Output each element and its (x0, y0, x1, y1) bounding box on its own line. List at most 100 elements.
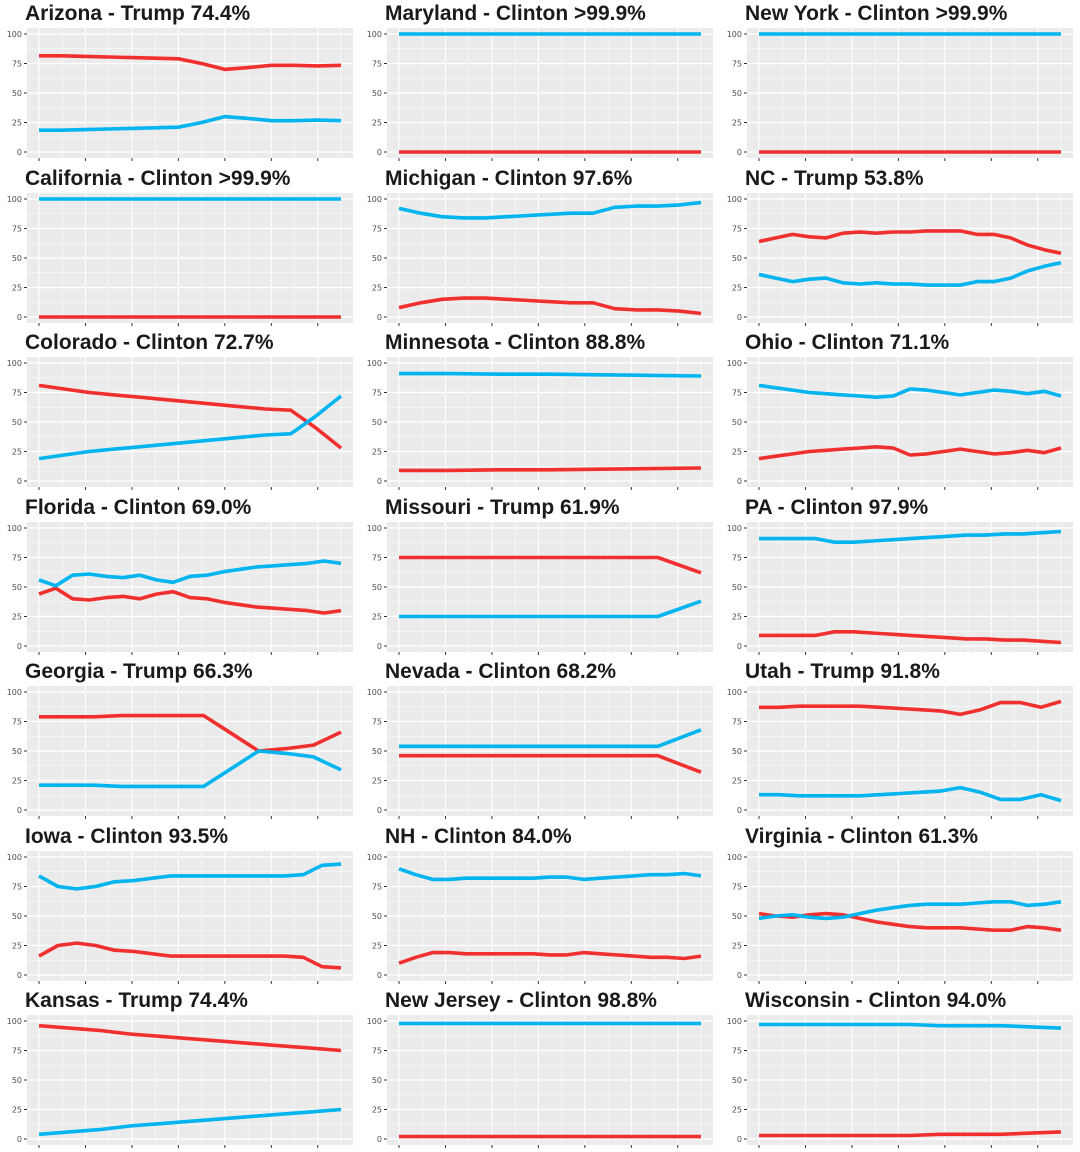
clinton-series-line (38, 558, 342, 588)
clinton-series-line (758, 260, 1062, 287)
clinton-series-line (38, 1107, 342, 1137)
clinton-series-line (39, 749, 342, 789)
chart-panel: California - Clinton >99.9% 0 25 50 75 100 (0, 165, 360, 329)
y-tick-label: 0 (737, 477, 742, 486)
y-tick-label: 25 (372, 1106, 382, 1115)
y-tick-label: 75 (372, 389, 382, 398)
y-tick-label: 100 (367, 195, 382, 204)
chart-plot: 0 25 50 75 100 (367, 1015, 713, 1148)
y-tick-label: 0 (377, 806, 382, 815)
y-tick-label: 75 (12, 389, 22, 398)
chart-panel: Ohio - Clinton 71.1% 0 25 50 75 100 (720, 329, 1080, 493)
trump-series-line (758, 228, 1062, 255)
y-tick-label: 0 (17, 1135, 22, 1144)
y-tick-label: 75 (732, 60, 742, 69)
chart-plot: 0 25 50 75 100 (727, 521, 1073, 655)
y-tick-label: 25 (732, 119, 742, 128)
y-tick-label: 100 (727, 359, 742, 368)
chart-plot: 0 25 50 75 100 (367, 357, 713, 490)
clinton-series-line (758, 899, 1062, 920)
chart-title: Wisconsin - Clinton 94.0% (745, 989, 1007, 1012)
y-tick-label: 100 (367, 853, 382, 862)
y-tick-label: 25 (732, 448, 742, 457)
chart-panel: Michigan - Clinton 97.6% 0 25 50 75 100 (360, 165, 720, 329)
y-tick-label: 75 (372, 1047, 382, 1056)
y-tick-label: 0 (17, 971, 22, 980)
trump-series-line (38, 383, 343, 450)
clinton-series-line (758, 383, 1062, 399)
clinton-series-line (398, 866, 702, 881)
chart-plot: 0 25 50 75 100 (367, 686, 713, 819)
y-tick-label: 0 (737, 642, 742, 651)
y-tick-label: 0 (737, 1135, 742, 1144)
y-tick-label: 75 (732, 1047, 742, 1056)
y-tick-label: 100 (7, 1017, 22, 1026)
y-tick-label: 50 (372, 254, 382, 263)
y-tick-label: 25 (732, 941, 742, 950)
chart-plot: 0 25 50 75 100 (727, 357, 1073, 490)
y-tick-label: 25 (372, 941, 382, 950)
y-tick-label: 50 (372, 912, 382, 921)
chart-panel: Kansas - Trump 74.4% 0 25 50 75 100 (0, 987, 360, 1151)
y-tick-label: 75 (732, 224, 742, 233)
trump-series-line (758, 445, 1062, 461)
y-tick-label: 0 (377, 1135, 382, 1144)
chart-title: Florida - Clinton 69.0% (25, 495, 252, 519)
chart-panel: Arizona - Trump 74.4% 0 25 50 75 100 (0, 0, 360, 164)
chart-title: New York - Clinton >99.9% (745, 2, 1008, 25)
clinton-series-line (398, 200, 702, 220)
clinton-series-line (399, 728, 702, 749)
chart-panel: Georgia - Trump 66.3% 0 25 50 75 100 (0, 658, 360, 822)
y-tick-label: 0 (737, 971, 742, 980)
chart-panel: Minnesota - Clinton 88.8% 0 25 50 75 100 (360, 329, 720, 493)
chart-title: Nevada - Clinton 68.2% (385, 660, 617, 683)
y-tick-label: 0 (17, 477, 22, 486)
y-tick-label: 25 (372, 119, 382, 128)
y-tick-label: 100 (367, 30, 382, 39)
chart-plot: 0 25 50 75 100 (7, 850, 353, 984)
clinton-series-line (759, 1022, 1062, 1030)
y-tick-label: 50 (372, 747, 382, 756)
trump-series-line (759, 629, 1062, 644)
chart-plot: 0 25 50 75 100 (727, 850, 1073, 984)
y-tick-label: 0 (737, 806, 742, 815)
y-tick-label: 25 (12, 448, 22, 457)
y-tick-label: 100 (7, 195, 22, 204)
chart-plot: 0 25 50 75 100 (367, 192, 713, 326)
y-tick-label: 25 (12, 283, 22, 292)
chart-panel: NC - Trump 53.8% 0 25 50 75 100 (720, 165, 1080, 329)
trump-series-line (398, 295, 702, 315)
chart-title: Kansas - Trump 74.4% (25, 989, 248, 1012)
chart-title: Missouri - Trump 61.9% (385, 495, 620, 519)
y-tick-label: 25 (372, 777, 382, 786)
trump-series-line (399, 555, 702, 574)
y-tick-label: 100 (7, 688, 22, 697)
chart-plot: 0 25 50 75 100 (367, 28, 713, 161)
y-tick-label: 50 (732, 747, 742, 756)
y-tick-label: 75 (372, 882, 382, 891)
y-tick-label: 75 (12, 60, 22, 69)
chart-title: Maryland - Clinton >99.9% (385, 2, 646, 25)
y-tick-label: 50 (12, 89, 22, 98)
y-tick-label: 50 (372, 583, 382, 592)
chart-title: Iowa - Clinton 93.5% (25, 824, 229, 848)
clinton-series-line (399, 599, 702, 618)
chart-panel: New York - Clinton >99.9% 0 25 50 75 100 (720, 0, 1080, 164)
trump-series-line (399, 753, 702, 774)
y-tick-label: 25 (12, 777, 22, 786)
chart-panel: Nevada - Clinton 68.2% 0 25 50 75 100 (360, 658, 720, 822)
y-tick-label: 50 (372, 1076, 382, 1085)
y-tick-label: 25 (12, 1106, 22, 1115)
clinton-series-line (38, 394, 343, 461)
y-tick-label: 100 (7, 359, 22, 368)
chart-panel: Wisconsin - Clinton 94.0% 0 25 50 75 100 (720, 987, 1080, 1151)
y-tick-label: 100 (367, 1017, 382, 1026)
chart-title: New Jersey - Clinton 98.8% (385, 989, 657, 1012)
y-tick-label: 75 (12, 553, 22, 562)
y-tick-label: 100 (367, 688, 382, 697)
y-tick-label: 50 (372, 89, 382, 98)
y-tick-label: 0 (17, 148, 22, 157)
y-tick-label: 75 (732, 882, 742, 891)
chart-panel: Florida - Clinton 69.0% 0 25 50 75 100 (0, 494, 360, 658)
trump-series-line (38, 940, 342, 970)
